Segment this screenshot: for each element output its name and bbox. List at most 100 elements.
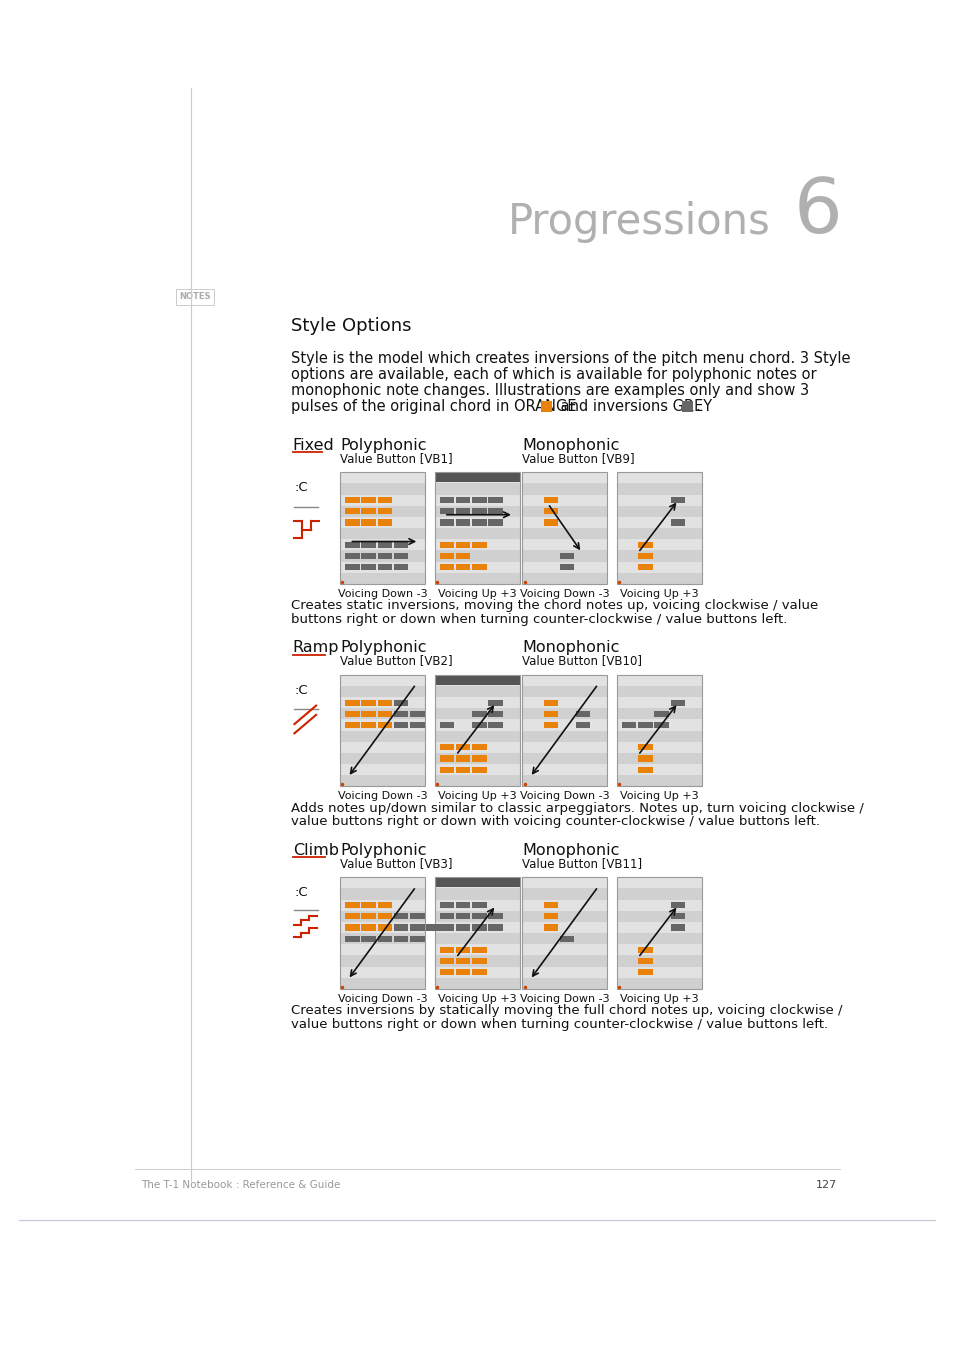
Bar: [456, 958, 470, 964]
Text: Polyphonic: Polyphonic: [340, 437, 426, 452]
Bar: [521, 483, 607, 494]
Text: Voicing Up +3: Voicing Up +3: [619, 994, 698, 1004]
Bar: [340, 878, 425, 990]
Text: Value Button [VB11]: Value Button [VB11]: [521, 857, 641, 869]
Bar: [345, 564, 359, 570]
Text: Voicing Up +3: Voicing Up +3: [619, 589, 698, 599]
Text: Style Options: Style Options: [291, 317, 412, 335]
Text: options are available, each of which is available for polyphonic notes or: options are available, each of which is …: [291, 367, 816, 382]
Bar: [654, 722, 668, 728]
Bar: [345, 925, 359, 930]
Bar: [543, 925, 558, 930]
Bar: [361, 541, 375, 548]
Bar: [472, 744, 486, 751]
Bar: [472, 710, 486, 717]
Bar: [472, 946, 486, 953]
Bar: [472, 756, 486, 761]
Bar: [377, 564, 392, 570]
Text: .: .: [695, 400, 700, 414]
Bar: [377, 520, 392, 525]
Bar: [439, 744, 454, 751]
Bar: [521, 741, 607, 753]
Text: Monophonic: Monophonic: [521, 842, 619, 857]
Bar: [345, 914, 359, 919]
Bar: [488, 710, 502, 717]
Bar: [472, 520, 486, 525]
Bar: [488, 925, 502, 930]
Bar: [521, 878, 607, 990]
Bar: [521, 494, 607, 506]
Bar: [670, 902, 684, 909]
Bar: [340, 539, 425, 551]
Bar: [521, 539, 607, 551]
Bar: [340, 675, 425, 787]
Bar: [340, 922, 425, 933]
Bar: [456, 508, 470, 514]
Text: 6: 6: [793, 176, 841, 248]
Bar: [472, 497, 486, 504]
Bar: [521, 675, 607, 787]
Text: Ramp: Ramp: [293, 640, 339, 655]
Bar: [345, 699, 359, 706]
Bar: [472, 969, 486, 975]
Bar: [472, 925, 486, 930]
Bar: [435, 472, 519, 483]
Bar: [410, 722, 424, 728]
Bar: [540, 401, 551, 412]
Bar: [543, 902, 558, 909]
Bar: [617, 956, 701, 967]
Bar: [435, 517, 519, 528]
Bar: [670, 925, 684, 930]
Bar: [488, 722, 502, 728]
Bar: [345, 554, 359, 559]
Bar: [617, 741, 701, 753]
Bar: [521, 720, 607, 730]
Bar: [435, 977, 519, 990]
Bar: [559, 554, 574, 559]
Text: Voicing Down -3: Voicing Down -3: [519, 589, 609, 599]
Bar: [435, 741, 519, 753]
Text: 127: 127: [815, 1180, 836, 1189]
Bar: [472, 722, 486, 728]
Bar: [521, 517, 607, 528]
Text: Polyphonic: Polyphonic: [340, 842, 426, 857]
Bar: [340, 483, 425, 494]
Bar: [435, 956, 519, 967]
Bar: [435, 506, 519, 517]
Text: :C: :C: [294, 481, 308, 494]
Text: Fixed: Fixed: [293, 437, 335, 452]
Bar: [521, 472, 607, 483]
Bar: [617, 551, 701, 562]
Bar: [521, 506, 607, 517]
Bar: [340, 967, 425, 977]
Bar: [638, 564, 652, 570]
Bar: [521, 911, 607, 922]
Bar: [394, 541, 408, 548]
Bar: [617, 967, 701, 977]
Text: Value Button [VB9]: Value Button [VB9]: [521, 452, 634, 464]
Bar: [439, 946, 454, 953]
Text: :C: :C: [294, 683, 308, 697]
Bar: [345, 722, 359, 728]
Bar: [456, 541, 470, 548]
Bar: [456, 744, 470, 751]
Bar: [377, 497, 392, 504]
Text: value buttons right or down with voicing counter-clockwise / value buttons left.: value buttons right or down with voicing…: [291, 815, 820, 829]
Bar: [472, 541, 486, 548]
Bar: [617, 472, 701, 483]
Text: Climb: Climb: [293, 842, 338, 857]
Bar: [435, 539, 519, 551]
Bar: [340, 720, 425, 730]
Bar: [472, 564, 486, 570]
Bar: [439, 958, 454, 964]
Bar: [521, 686, 607, 697]
Bar: [435, 878, 519, 888]
Bar: [617, 675, 701, 686]
Bar: [670, 497, 684, 504]
Bar: [543, 699, 558, 706]
Bar: [521, 562, 607, 572]
Bar: [638, 541, 652, 548]
Bar: [621, 722, 636, 728]
Bar: [439, 508, 454, 514]
Bar: [394, 722, 408, 728]
